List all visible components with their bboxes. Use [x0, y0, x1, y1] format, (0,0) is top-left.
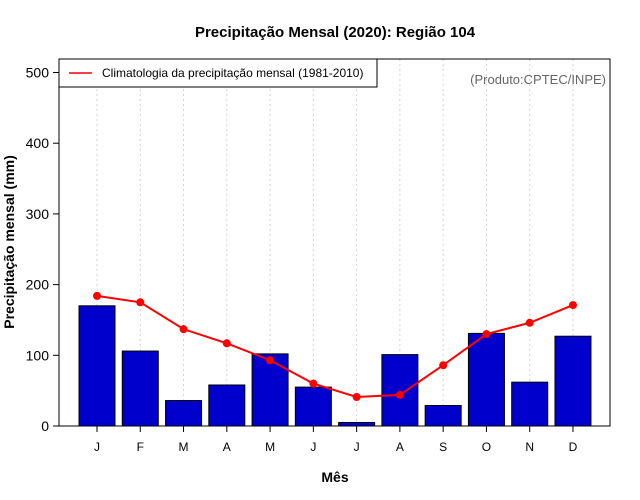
x-tick-label: J	[354, 440, 360, 454]
y-axis-label: Precipitação mensal (mm)	[1, 155, 17, 329]
bar	[121, 350, 159, 427]
bar	[208, 384, 246, 427]
legend-entry: Climatologia da precipitação mensal (198…	[102, 66, 363, 80]
x-tick-label: A	[223, 440, 231, 454]
y-tick-label: 500	[26, 65, 50, 81]
x-tick-label: M	[265, 440, 275, 454]
bar	[78, 305, 116, 427]
source-annotation: (Produto:CPTEC/INPE)	[470, 72, 606, 87]
y-axis: 0 100 200 300 400 500	[26, 65, 59, 434]
climatology-point	[179, 325, 188, 334]
legend-box	[58, 58, 378, 88]
y-tick-label: 200	[26, 277, 50, 293]
legend: Climatologia da precipitação mensal (198…	[58, 58, 378, 88]
bar	[554, 335, 592, 427]
y-tick-label: 0	[41, 418, 49, 434]
bar	[294, 386, 332, 427]
climatology-line-series	[93, 291, 577, 402]
x-tick-label: S	[439, 440, 447, 454]
climatology-point	[266, 356, 275, 365]
bar	[424, 404, 462, 427]
x-axis-label: Mês	[321, 469, 348, 485]
x-tick-label: O	[482, 440, 491, 454]
y-tick-label: 100	[26, 347, 50, 363]
climatology-point	[136, 298, 145, 307]
bar	[165, 400, 203, 427]
x-tick-label: J	[310, 440, 316, 454]
bar	[467, 332, 505, 427]
climatology-point	[309, 379, 318, 388]
climatology-line	[96, 294, 574, 399]
climatology-point	[395, 390, 404, 399]
climatology-point	[93, 291, 101, 300]
bar-series	[78, 305, 592, 427]
climatology-point	[222, 339, 231, 348]
chart-title: Precipitação Mensal (2020): Região 104	[195, 24, 476, 41]
x-tick-label: J	[94, 440, 100, 454]
climatology-point	[568, 301, 577, 310]
bar	[251, 353, 289, 427]
x-tick-label: N	[525, 440, 534, 454]
climatology-point	[525, 318, 534, 327]
x-tick-label: D	[569, 440, 578, 454]
bar	[511, 381, 549, 427]
x-tick-label: A	[396, 440, 404, 454]
y-tick-label: 400	[26, 135, 50, 151]
climatology-point	[482, 330, 491, 339]
x-tick-label: M	[179, 440, 189, 454]
bar	[381, 354, 419, 427]
bar	[338, 421, 376, 427]
climatology-point	[352, 393, 361, 402]
y-tick-label: 300	[26, 206, 50, 222]
x-tick-label: F	[137, 440, 144, 454]
climatology-point	[439, 361, 448, 370]
